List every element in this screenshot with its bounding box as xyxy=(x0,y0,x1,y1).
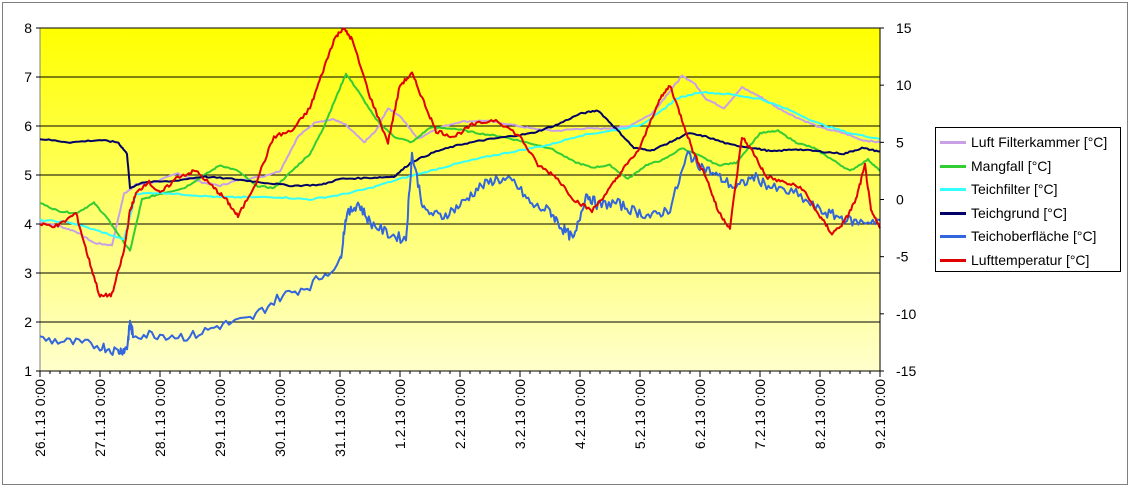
left-tick-label: 6 xyxy=(24,118,32,134)
legend: Luft Filterkammer [°C] Mangfall [°C] Teich… xyxy=(935,127,1121,272)
left-tick-label: 4 xyxy=(24,216,32,232)
right-tick-label: 5 xyxy=(896,134,904,150)
left-tick-label: 1 xyxy=(24,363,32,379)
legend-item: Teichfilter [°C] xyxy=(940,178,1118,200)
legend-label: Luft Filterkammer [°C] xyxy=(971,134,1108,150)
right-axis: 15 10 5 0 -5 -10 -15 xyxy=(879,20,916,379)
left-tick-label: 3 xyxy=(24,265,32,281)
right-tick-label: -5 xyxy=(896,249,909,265)
legend-label: Lufttemperatur [°C] xyxy=(971,251,1090,268)
left-tick-label: 5 xyxy=(24,167,32,183)
left-tick-label: 7 xyxy=(24,69,32,85)
legend-swatch xyxy=(940,141,966,144)
x-tick-label: 1.2.13 0:00 xyxy=(392,379,408,449)
legend-swatch xyxy=(940,258,966,262)
right-tick-label: -15 xyxy=(896,363,916,379)
x-tick-label: 27.1.13 0:00 xyxy=(92,379,108,457)
x-tick-label: 28.1.13 0:00 xyxy=(152,379,168,457)
x-tick-label: 4.2.13 0:00 xyxy=(572,379,588,449)
x-tick-label: 8.2.13 0:00 xyxy=(812,379,828,449)
x-axis: 26.1.13 0:00 27.1.13 0:00 28.1.13 0:00 29.1… xyxy=(32,370,888,457)
x-tick-label: 3.2.13 0:00 xyxy=(512,379,528,449)
legend-swatch xyxy=(940,164,966,168)
legend-item: Lufttemperatur [°C] xyxy=(940,249,1118,271)
legend-label: Mangfall [°C] xyxy=(971,157,1052,174)
x-tick-label: 31.1.13 0:00 xyxy=(332,379,348,457)
series-line-1 xyxy=(39,72,881,252)
x-tick-label: 2.2.13 0:00 xyxy=(452,379,468,449)
left-tick-label: 2 xyxy=(24,314,32,330)
legend-label: Teichoberfläche [°C] xyxy=(971,228,1097,244)
left-axis: 1 2 3 4 5 6 7 8 xyxy=(24,20,40,379)
legend-swatch xyxy=(940,211,966,215)
left-tick-label: 8 xyxy=(24,20,32,36)
series-line-0 xyxy=(39,74,881,247)
legend-swatch xyxy=(940,235,966,238)
series-line-3 xyxy=(39,109,881,190)
right-tick-label: 10 xyxy=(896,77,912,93)
legend-swatch xyxy=(940,188,966,191)
legend-label: Teichfilter [°C] xyxy=(971,181,1058,197)
x-tick-label: 7.2.13 0:00 xyxy=(752,379,768,449)
series-line-4 xyxy=(39,150,881,356)
series-line-5 xyxy=(39,27,881,298)
right-tick-label: 15 xyxy=(896,20,912,36)
right-tick-label: -10 xyxy=(896,306,916,322)
right-tick-label: 0 xyxy=(896,192,904,208)
x-tick-label: 29.1.13 0:00 xyxy=(212,379,228,457)
x-tick-label: 30.1.13 0:00 xyxy=(272,379,288,457)
legend-item: Teichoberfläche [°C] xyxy=(940,225,1118,247)
series-layer xyxy=(39,27,881,356)
x-tick-label: 5.2.13 0:00 xyxy=(632,379,648,449)
plot-area xyxy=(39,27,881,372)
x-tick-label: 6.2.13 0:00 xyxy=(692,379,708,449)
legend-item: Mangfall [°C] xyxy=(940,155,1118,177)
x-tick-label: 26.1.13 0:00 xyxy=(32,379,48,457)
legend-item: Luft Filterkammer [°C] xyxy=(940,131,1118,153)
legend-item: Teichgrund [°C] xyxy=(940,202,1118,224)
x-tick-label: 9.2.13 0:00 xyxy=(872,379,888,449)
legend-label: Teichgrund [°C] xyxy=(971,204,1067,221)
